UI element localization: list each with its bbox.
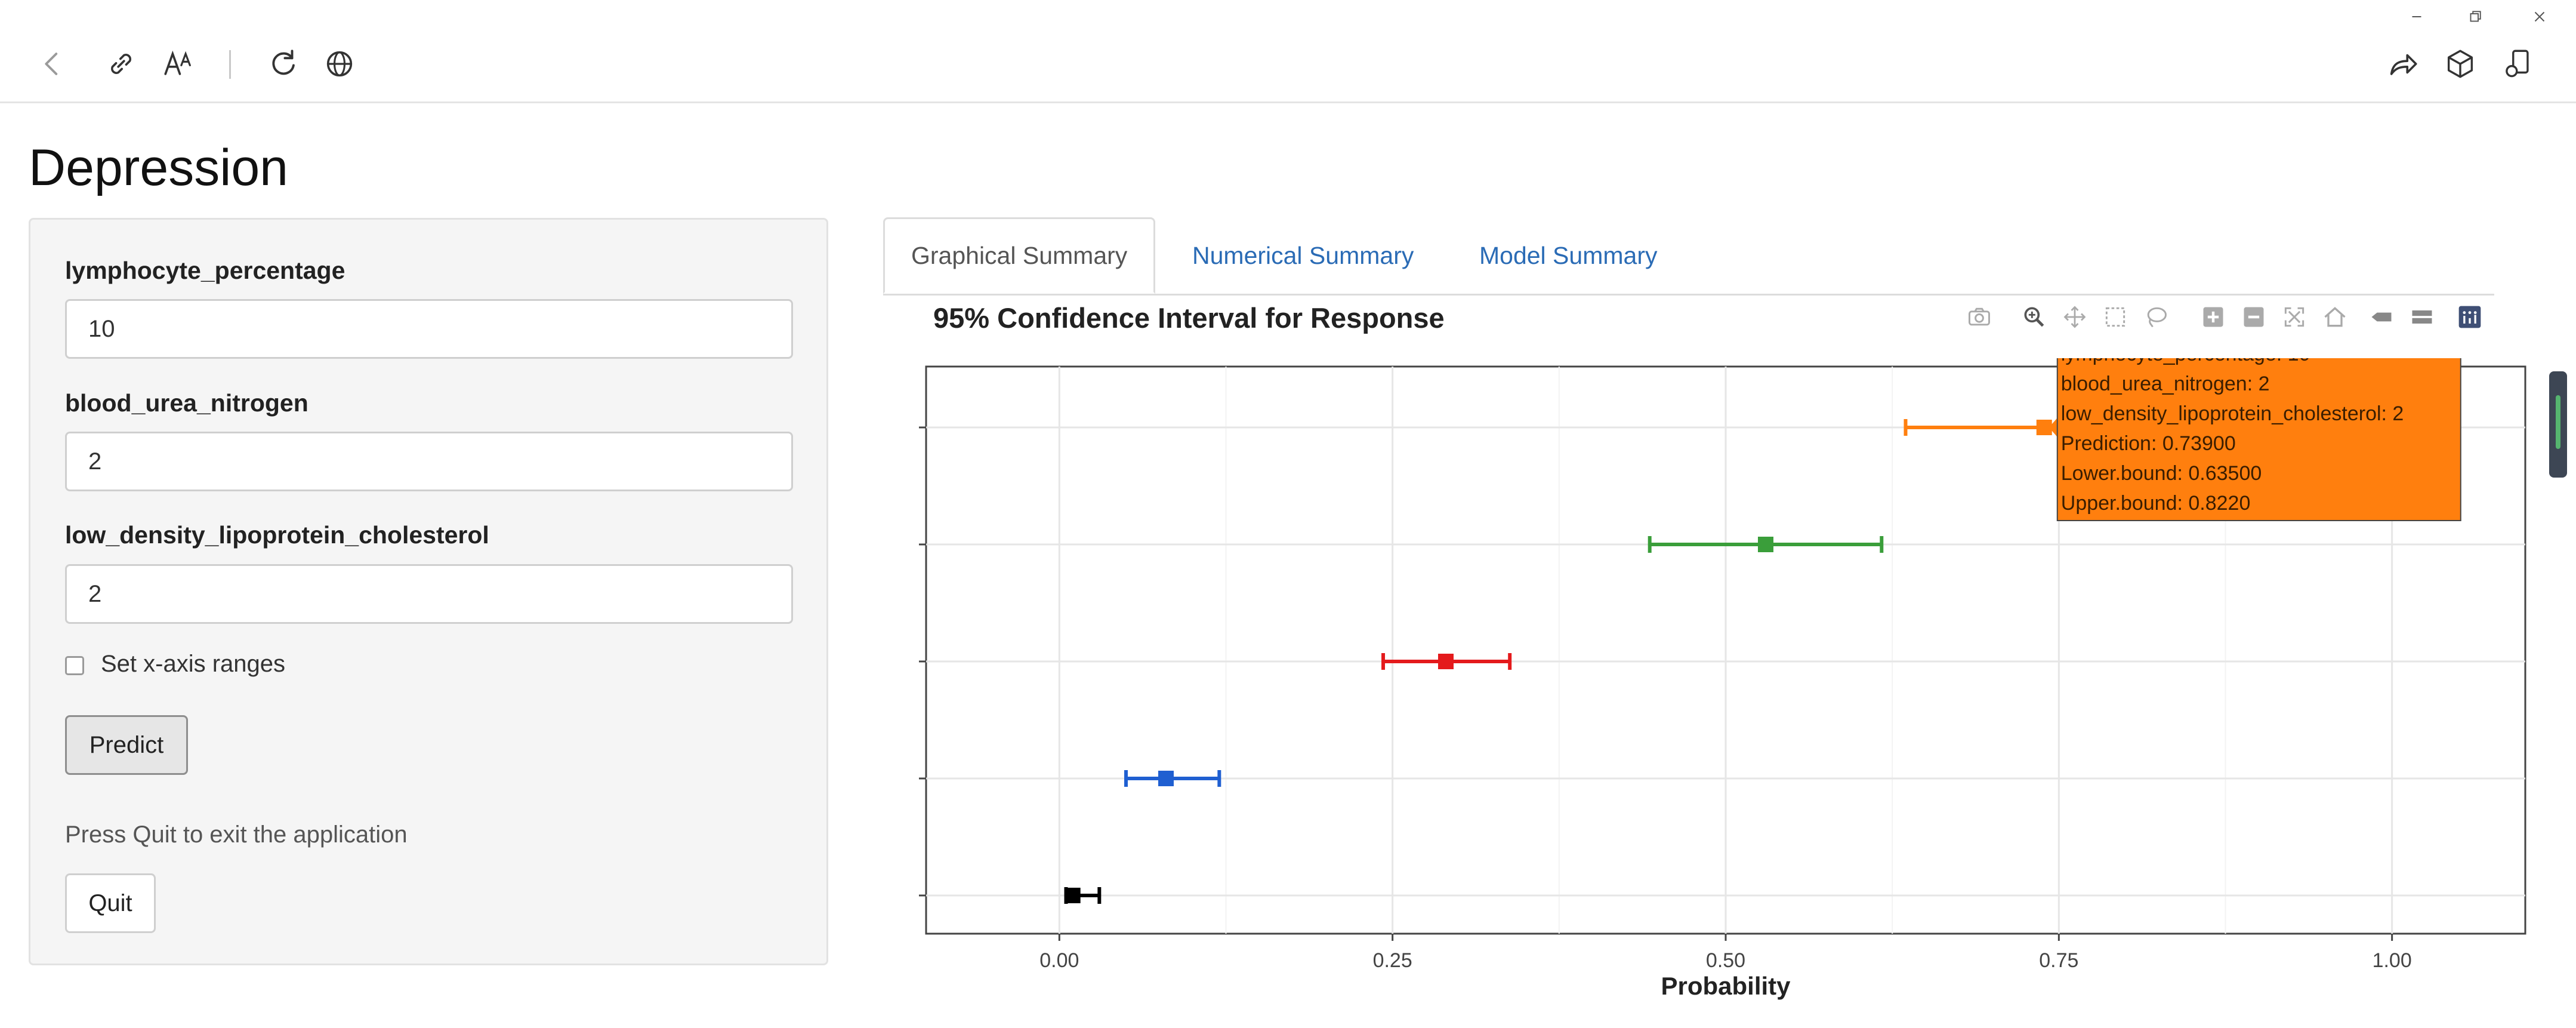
chart-title: 95% Confidence Interval for Response [933, 302, 1445, 334]
ci-series-3[interactable] [1648, 536, 1884, 553]
axis-ticks: 0.00 0.25 0.50 0.75 1.00 [919, 426, 2412, 972]
hover-tooltip: lymphocyte_percentage: 10 blood_urea_nitr… [2049, 358, 2461, 521]
lymphocyte-percentage-label: lymphocyte_percentage [65, 257, 345, 284]
tooltip-line: lymphocyte_percentage: 10 [2061, 358, 2310, 365]
tab-numerical-summary[interactable]: Numerical Summary [1192, 241, 1414, 269]
x-tick-label: 0.25 [1373, 949, 1412, 972]
reset-axes-icon[interactable] [2319, 301, 2351, 333]
x-tick-label: 1.00 [2373, 949, 2412, 972]
zoom-icon[interactable] [2018, 301, 2050, 333]
autoscale-icon[interactable] [2278, 301, 2310, 333]
tooltip-line: Lower.bound: 0.63500 [2061, 462, 2262, 485]
tooltip-box [2056, 358, 2461, 521]
lymphocyte-percentage-input[interactable] [65, 299, 793, 359]
tooltip-line: blood_urea_nitrogen: 2 [2061, 373, 2270, 395]
tooltip-line: Prediction: 0.73900 [2061, 432, 2236, 455]
back-icon[interactable] [31, 43, 73, 85]
blood-urea-nitrogen-input[interactable] [65, 432, 793, 491]
ci-series-2[interactable] [1381, 653, 1512, 670]
spike-lines-icon[interactable] [2365, 301, 2398, 333]
blood-urea-nitrogen-label: blood_urea_nitrogen [65, 389, 308, 417]
refresh-icon[interactable] [263, 43, 304, 85]
set-x-axis-ranges-checkbox[interactable] [65, 656, 84, 675]
tooltip-pointer [2049, 418, 2057, 437]
plotly-logo-icon[interactable] [2454, 301, 2486, 333]
confidence-interval-plot[interactable]: 0.00 0.25 0.50 0.75 1.00 lymphocyte_percenta… [919, 358, 2554, 1003]
scrollbar-grip [2556, 395, 2560, 449]
minimize-icon[interactable] [2399, 4, 2435, 30]
x-tick-label: 0.50 [1706, 949, 1745, 972]
input-panel: lymphocyte_percentage blood_urea_nitroge… [29, 218, 828, 965]
link-icon[interactable] [100, 43, 142, 85]
ci-series-0[interactable] [1064, 887, 1102, 904]
x-axis-label: Probability [1661, 972, 1791, 1000]
zoom-out-icon[interactable] [2238, 301, 2270, 333]
predict-button[interactable]: Predict [65, 715, 188, 775]
set-x-axis-ranges-label[interactable]: Set x-axis ranges [101, 651, 286, 677]
prediction-marker[interactable] [1065, 888, 1081, 903]
tab-graphical-summary[interactable]: Graphical Summary [883, 217, 1156, 294]
x-tick-label: 0.00 [1039, 949, 1079, 972]
prediction-marker[interactable] [1438, 654, 1454, 669]
cube-icon[interactable] [2439, 43, 2481, 85]
prediction-marker[interactable] [1758, 537, 1773, 552]
browser-toolbar [0, 0, 2576, 103]
read-aloud-icon[interactable] [158, 43, 199, 85]
share-icon[interactable] [2382, 43, 2424, 85]
globe-icon[interactable] [319, 43, 360, 85]
page-title: Depression [29, 139, 288, 196]
camera-icon[interactable] [1963, 301, 1995, 333]
summary-tabs: Graphical Summary Numerical Summary Mode… [883, 217, 2494, 296]
extensions-icon[interactable] [2497, 43, 2538, 85]
close-icon[interactable] [2522, 4, 2558, 30]
prediction-marker[interactable] [1158, 771, 1174, 786]
tooltip-line: low_density_lipoprotein_cholesterol: 2 [2061, 402, 2404, 425]
pan-icon[interactable] [2059, 301, 2091, 333]
quit-button[interactable]: Quit [65, 873, 156, 933]
zoom-in-icon[interactable] [2197, 301, 2229, 333]
ci-series-1[interactable] [1124, 770, 1221, 787]
restore-icon[interactable] [2457, 4, 2493, 30]
tab-model-summary[interactable]: Model Summary [1479, 241, 1658, 269]
lasso-icon[interactable] [2140, 301, 2172, 333]
x-tick-label: 0.75 [2039, 949, 2078, 972]
toolbar-divider [229, 50, 231, 79]
box-select-icon[interactable] [2099, 301, 2131, 333]
quit-help-text: Press Quit to exit the application [65, 821, 408, 848]
tooltip-line: Upper.bound: 0.8220 [2061, 492, 2251, 515]
ldl-cholesterol-input[interactable] [65, 564, 793, 624]
compare-hover-icon[interactable] [2406, 301, 2438, 333]
scrollbar-thumb[interactable] [2549, 371, 2567, 478]
ldl-cholesterol-label: low_density_lipoprotein_cholesterol [65, 521, 489, 549]
